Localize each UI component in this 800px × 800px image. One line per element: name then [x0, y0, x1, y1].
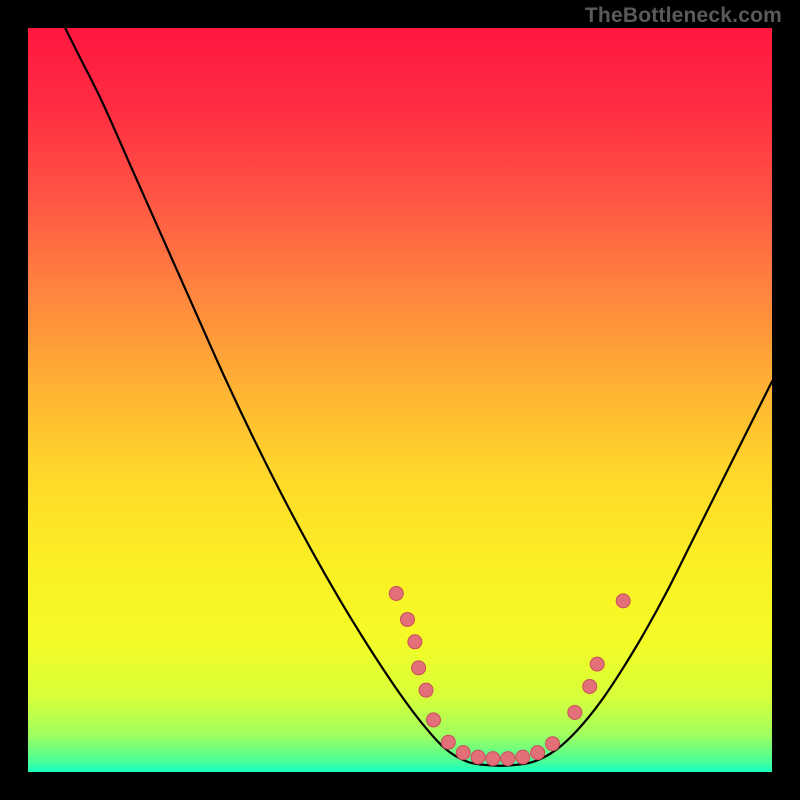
data-marker: [412, 661, 426, 675]
data-marker: [400, 612, 414, 626]
data-marker: [583, 679, 597, 693]
data-marker: [568, 705, 582, 719]
data-marker: [546, 737, 560, 751]
data-marker: [590, 657, 604, 671]
data-marker: [441, 735, 455, 749]
data-marker: [389, 586, 403, 600]
plot-area: [28, 28, 772, 772]
chart-svg: [0, 0, 800, 800]
data-marker: [419, 683, 433, 697]
data-marker: [408, 635, 422, 649]
data-marker: [456, 746, 470, 760]
data-marker: [501, 752, 515, 766]
data-marker: [516, 750, 530, 764]
data-marker: [471, 750, 485, 764]
data-marker: [426, 713, 440, 727]
data-marker: [616, 594, 630, 608]
data-marker: [486, 752, 500, 766]
watermark: TheBottleneck.com: [585, 4, 782, 28]
chart-container: TheBottleneck.com: [0, 0, 800, 800]
data-marker: [531, 746, 545, 760]
